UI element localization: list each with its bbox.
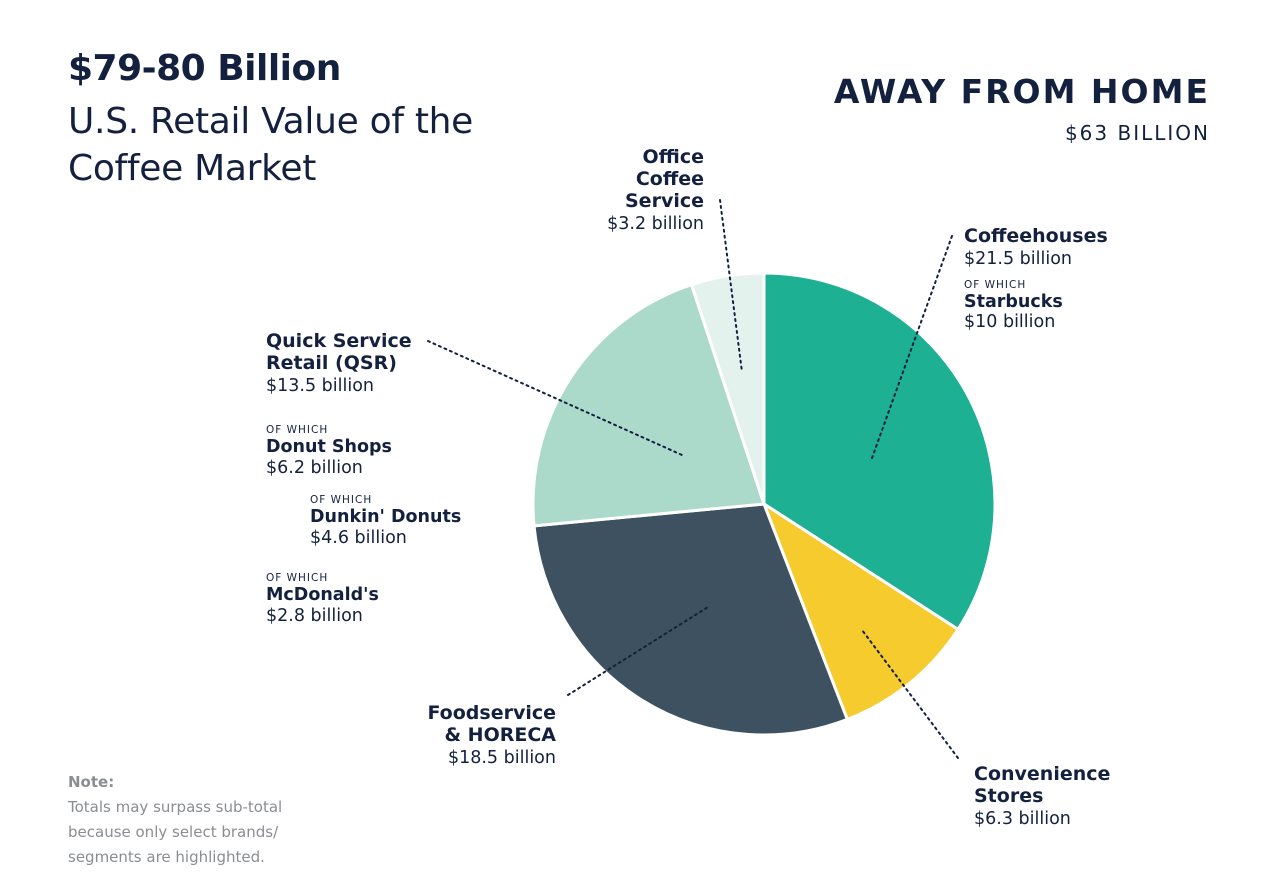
subheadline: U.S. Retail Value of the Coffee Market	[68, 101, 474, 189]
label-dunkin-prefix: OF WHICH	[310, 494, 373, 506]
leader-convenience	[861, 629, 959, 759]
note-line-1: Totals may surpass sub-total	[68, 798, 283, 816]
label-donut-name: Donut Shops	[266, 437, 392, 457]
label-foodservice-value: $18.5 billion	[447, 748, 556, 768]
label-dunkin-donuts: OF WHICH Dunkin' Donuts $4.6 billion	[310, 493, 461, 549]
label-foodservice-name-2: & HORECA	[444, 724, 557, 746]
label-starbucks-value: $10 billion	[964, 312, 1056, 332]
label-convenience: Convenience Stores $6.3 billion	[974, 763, 1110, 830]
label-foodservice-name-1: Foodservice	[427, 702, 556, 724]
label-qsr-value: $13.5 billion	[266, 376, 375, 396]
note-title: Note:	[68, 773, 115, 791]
label-mcd-prefix: OF WHICH	[266, 572, 329, 584]
label-qsr: Quick Service Retail (QSR) $13.5 billion	[266, 330, 412, 397]
section-value: $63 BILLION	[1064, 121, 1210, 145]
headline: $79-80 Billion	[68, 48, 341, 89]
label-coffeehouses: Coffeehouses $21.5 billion OF WHICH Star…	[964, 225, 1108, 333]
pie-slice-foodservice-horeca	[532, 502, 849, 737]
label-convenience-value: $6.3 billion	[974, 809, 1071, 829]
label-donut-prefix: OF WHICH	[266, 424, 329, 436]
label-coffeehouses-value: $21.5 billion	[964, 249, 1073, 269]
label-convenience-name-2: Stores	[974, 785, 1044, 807]
label-mcd-name: McDonald's	[266, 585, 379, 605]
label-mcdonalds: OF WHICH McDonald's $2.8 billion	[266, 571, 379, 627]
note: Note: Totals may surpass sub-total becau…	[68, 770, 328, 870]
label-convenience-name-1: Convenience	[974, 763, 1111, 785]
label-office-value: $3.2 billion	[607, 214, 704, 234]
label-donut-value: $6.2 billion	[266, 458, 363, 478]
leader-office	[719, 199, 743, 373]
label-office-name-1: Office	[642, 146, 705, 168]
label-foodservice: Foodservice & HORECA $18.5 billion	[427, 702, 556, 769]
label-dunkin-value: $4.6 billion	[310, 528, 407, 548]
leader-qsr	[427, 340, 683, 456]
label-starbucks-name: Starbucks	[964, 292, 1063, 312]
leader-foodservice	[567, 606, 709, 696]
label-office-coffee-service: Office Coffee Service $3.2 billion	[607, 146, 704, 235]
label-qsr-name-2: Retail (QSR)	[266, 352, 397, 374]
label-starbucks-prefix: OF WHICH	[964, 279, 1027, 291]
label-qsr-name-1: Quick Service	[266, 330, 412, 352]
label-coffeehouses-name: Coffeehouses	[964, 225, 1108, 247]
label-mcd-value: $2.8 billion	[266, 606, 363, 626]
note-line-2: because only select brands/	[68, 823, 279, 841]
label-office-name-2: Coffee	[635, 168, 704, 190]
section-title: AWAY FROM HOME	[833, 72, 1210, 111]
label-dunkin-name: Dunkin' Donuts	[310, 507, 462, 527]
pie-slice-quick-service-retail-qsr	[531, 283, 766, 528]
pie-slice-convenience-stores	[762, 502, 960, 721]
pie-slice-office-coffee-service	[690, 271, 766, 506]
label-donut-shops: OF WHICH Donut Shops $6.2 billion	[266, 423, 392, 479]
note-line-3: segments are highlighted.	[68, 848, 265, 866]
label-office-name-3: Service	[625, 190, 704, 212]
